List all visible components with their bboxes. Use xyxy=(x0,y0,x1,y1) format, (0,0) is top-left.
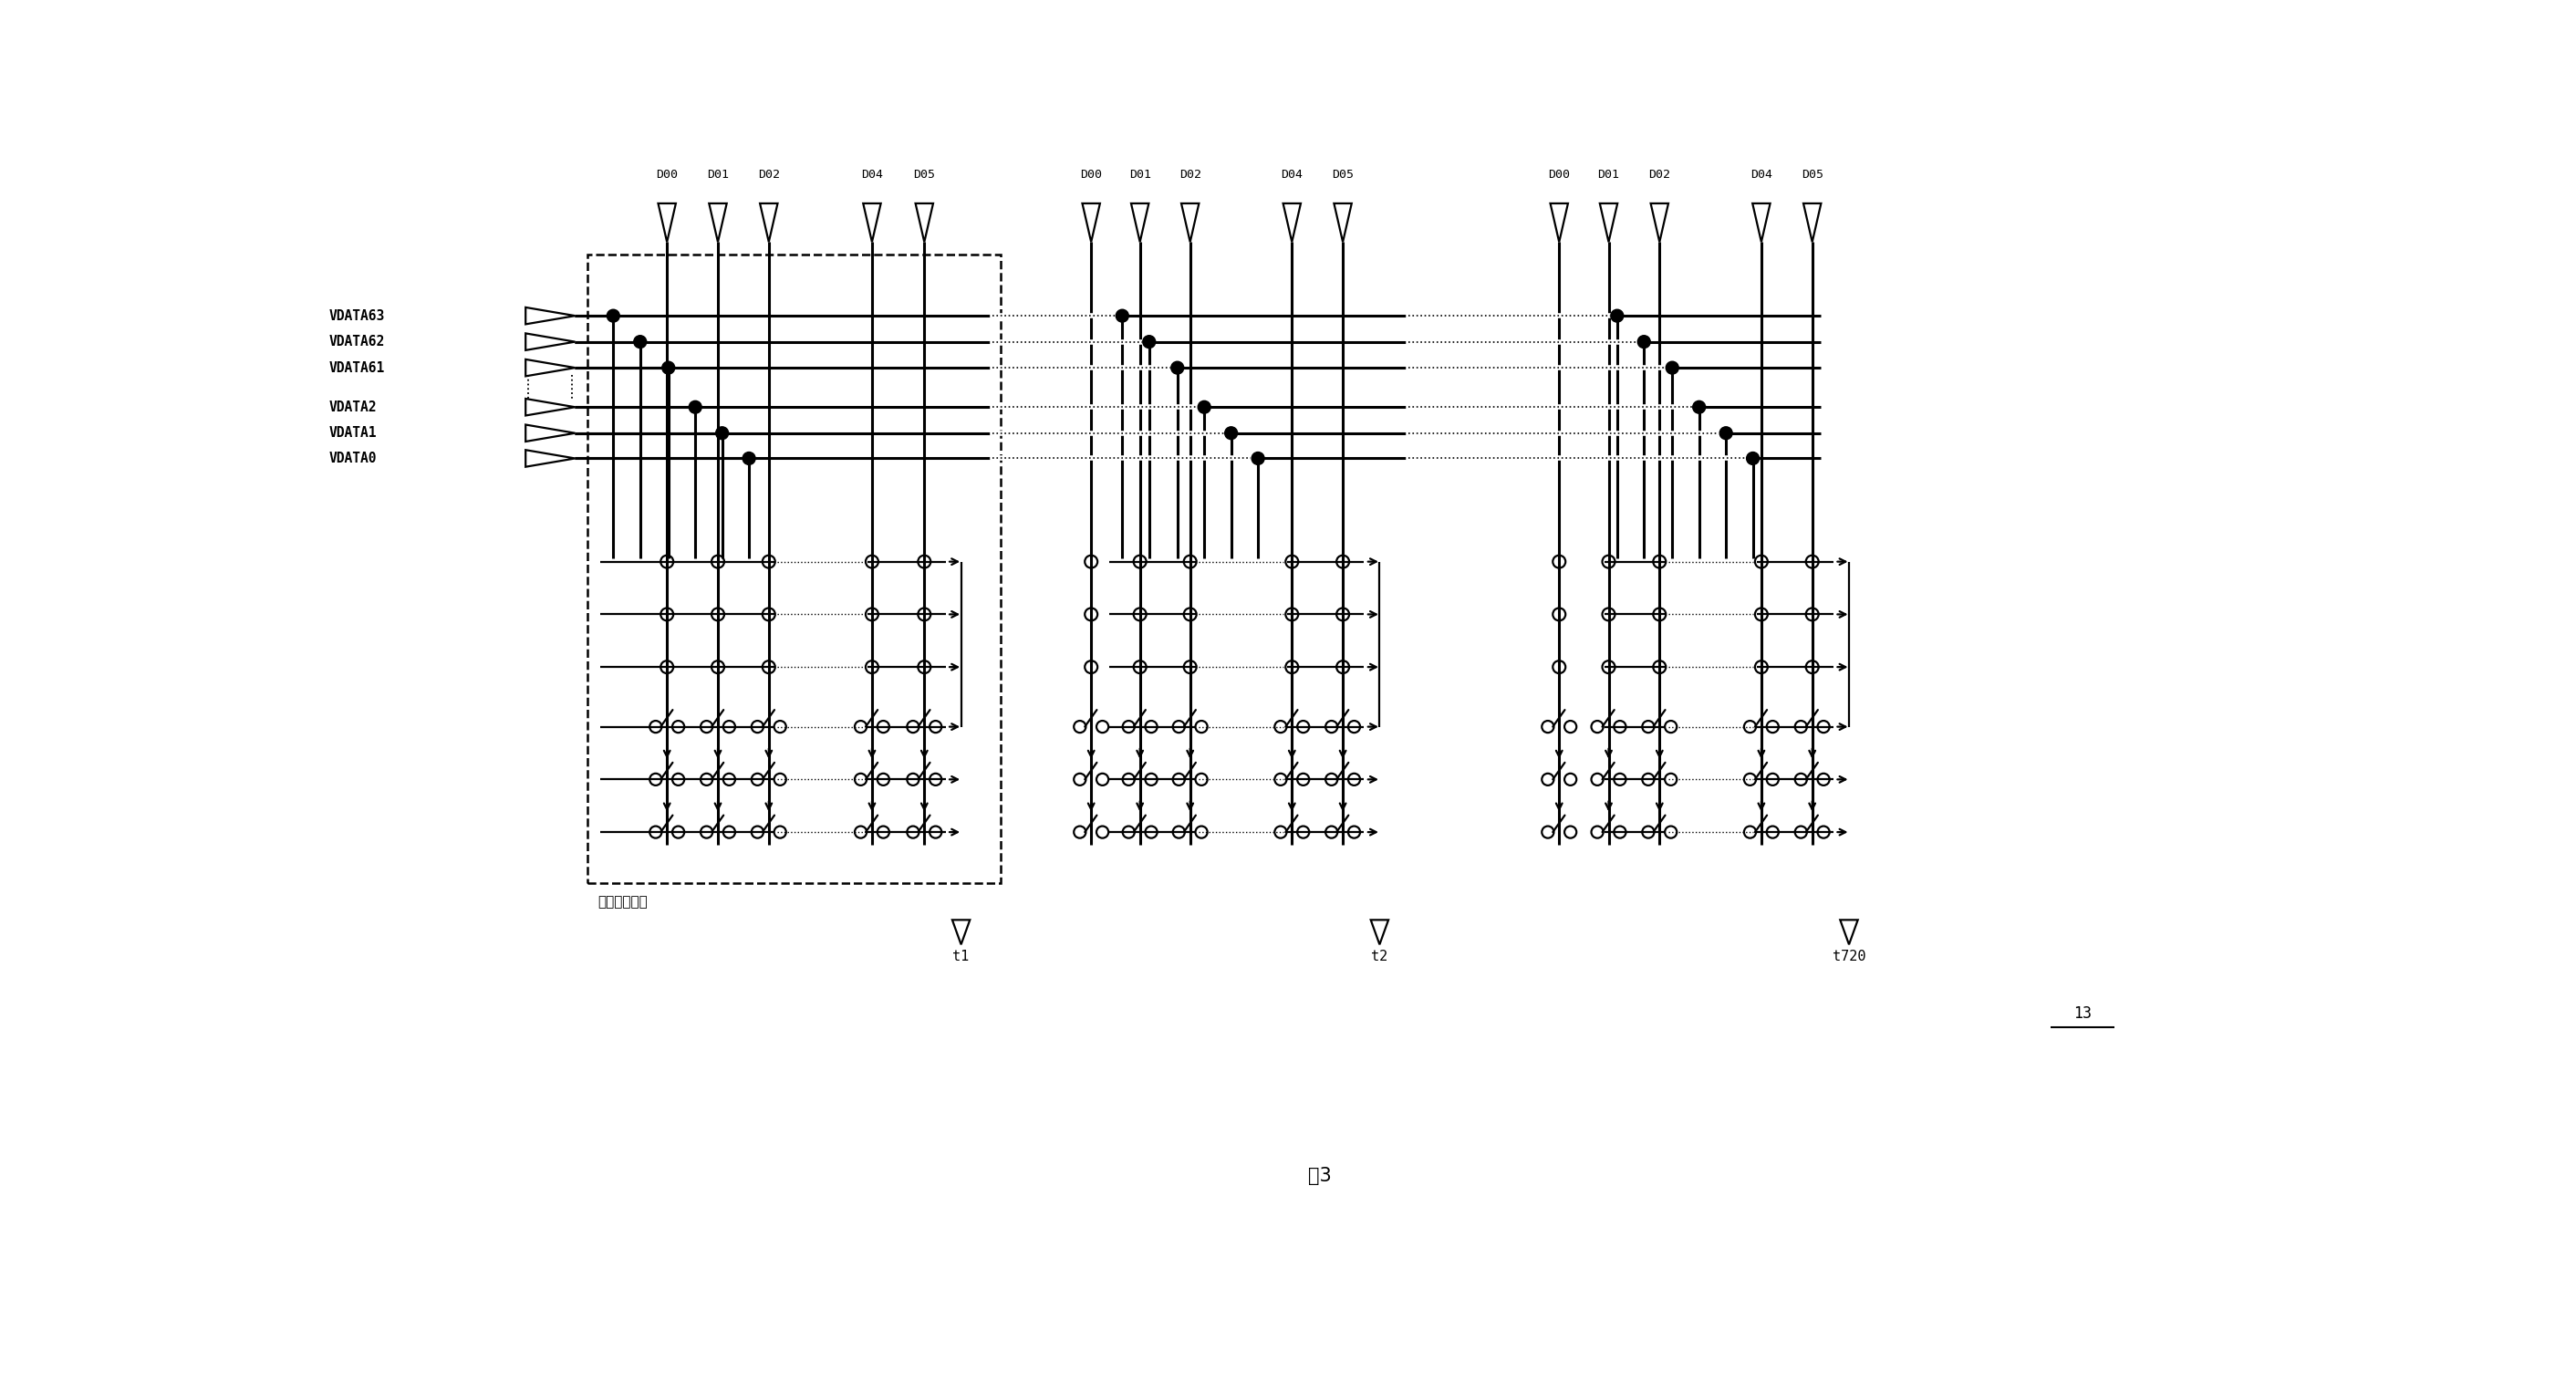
Text: D02: D02 xyxy=(1180,169,1200,180)
Circle shape xyxy=(1667,361,1680,373)
Circle shape xyxy=(716,427,729,439)
Text: VDATA63: VDATA63 xyxy=(330,309,384,323)
Circle shape xyxy=(1144,335,1157,349)
Circle shape xyxy=(1721,427,1731,439)
Circle shape xyxy=(688,401,701,413)
Circle shape xyxy=(1198,401,1211,413)
Text: D05: D05 xyxy=(914,169,935,180)
Circle shape xyxy=(1638,335,1651,349)
Circle shape xyxy=(608,309,621,323)
Text: D00: D00 xyxy=(1548,169,1571,180)
Circle shape xyxy=(1747,452,1759,464)
Text: t2: t2 xyxy=(1370,950,1388,964)
Text: D04: D04 xyxy=(860,169,884,180)
Text: VDATA1: VDATA1 xyxy=(330,426,376,439)
Text: D01: D01 xyxy=(706,169,729,180)
Circle shape xyxy=(1692,401,1705,413)
Text: 解码单元电路: 解码单元电路 xyxy=(598,895,647,909)
Text: D00: D00 xyxy=(1079,169,1103,180)
Text: 图3: 图3 xyxy=(1309,1167,1332,1185)
Circle shape xyxy=(1252,452,1265,464)
Circle shape xyxy=(742,452,755,464)
Text: D01: D01 xyxy=(1128,169,1151,180)
Text: D05: D05 xyxy=(1332,169,1355,180)
Text: D05: D05 xyxy=(1801,169,1824,180)
Text: t720: t720 xyxy=(1832,950,1865,964)
Circle shape xyxy=(634,335,647,349)
Bar xyxy=(587,254,999,883)
Text: D04: D04 xyxy=(1280,169,1303,180)
Text: VDATA62: VDATA62 xyxy=(330,335,384,349)
Text: 13: 13 xyxy=(2074,1005,2092,1022)
Text: VDATA61: VDATA61 xyxy=(330,361,384,375)
Text: VDATA2: VDATA2 xyxy=(330,401,376,413)
Circle shape xyxy=(1610,309,1623,323)
Text: D00: D00 xyxy=(657,169,677,180)
Text: VDATA0: VDATA0 xyxy=(330,452,376,465)
Text: D02: D02 xyxy=(757,169,781,180)
Text: D01: D01 xyxy=(1597,169,1620,180)
Text: D02: D02 xyxy=(1649,169,1669,180)
Text: D04: D04 xyxy=(1749,169,1772,180)
Circle shape xyxy=(662,361,675,373)
Circle shape xyxy=(1224,427,1236,439)
Circle shape xyxy=(1172,361,1185,373)
Circle shape xyxy=(1115,309,1128,323)
Text: t1: t1 xyxy=(953,950,969,964)
